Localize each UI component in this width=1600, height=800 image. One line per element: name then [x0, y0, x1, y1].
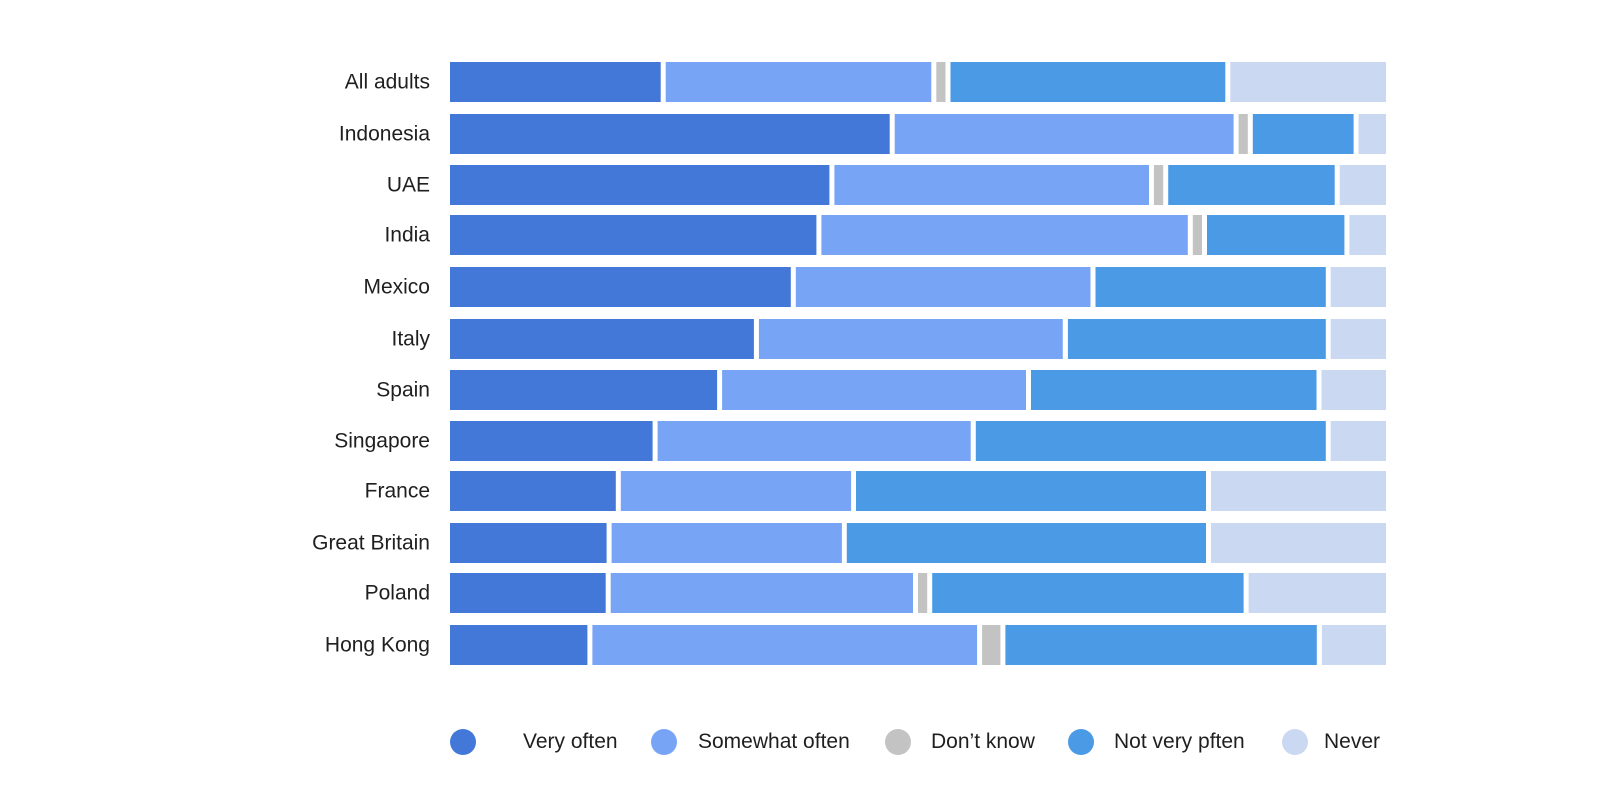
bar-great-britain-somewhat-often — [611, 523, 842, 563]
legend-marker-don-t-know — [885, 718, 911, 766]
bars — [450, 62, 1386, 665]
bar-india-not-very-pften — [1207, 215, 1345, 255]
row-label-india: India — [384, 224, 430, 247]
row-label-all-adults: All adults — [345, 71, 430, 94]
bar-singapore-never — [1330, 421, 1386, 461]
bar-mexico-never — [1330, 267, 1386, 307]
bar-poland-not-very-pften — [932, 573, 1244, 613]
bar-france-never — [1211, 471, 1386, 511]
bar-mexico-somewhat-often — [795, 267, 1091, 307]
bar-great-britain-very-often — [450, 523, 607, 563]
bar-all-adults-somewhat-often — [665, 62, 932, 102]
row-label-poland: Poland — [365, 582, 430, 605]
bar-hong-kong-don-t-know — [982, 625, 1001, 665]
bar-great-britain-never — [1211, 523, 1386, 563]
bar-spain-never — [1321, 370, 1386, 410]
bar-spain-somewhat-often — [722, 370, 1026, 410]
legend-dot-don-t-know — [885, 729, 911, 755]
row-label-singapore: Singapore — [334, 430, 430, 453]
bar-great-britain-not-very-pften — [846, 523, 1206, 563]
legend-item-very-often: Very often — [523, 718, 618, 766]
bar-france-somewhat-often — [620, 471, 852, 511]
legend: Very often Somewhat often Don’t know Not ve… — [0, 718, 1600, 766]
bar-mexico-very-often — [450, 267, 791, 307]
row-label-hong-kong: Hong Kong — [325, 634, 430, 657]
bar-spain-not-very-pften — [1031, 370, 1317, 410]
legend-marker-somewhat-often — [651, 718, 677, 766]
bar-hong-kong-never — [1321, 625, 1386, 665]
legend-label-not-very-pften: Not very pften — [1114, 730, 1245, 753]
bar-indonesia-somewhat-often — [894, 114, 1234, 154]
legend-label-never: Never — [1324, 730, 1381, 753]
bar-all-adults-very-often — [450, 62, 661, 102]
bar-indonesia-very-often — [450, 114, 890, 154]
bar-indonesia-not-very-pften — [1252, 114, 1354, 154]
bar-singapore-not-very-pften — [975, 421, 1326, 461]
bar-poland-somewhat-often — [610, 573, 913, 613]
row-labels: All adults Indonesia UAE India Mexico Italy Sp… — [312, 71, 430, 657]
row-label-mexico: Mexico — [363, 276, 430, 299]
bar-indonesia-never — [1358, 114, 1386, 154]
legend-marker-never — [1282, 718, 1308, 766]
bar-france-very-often — [450, 471, 616, 511]
bar-spain-very-often — [450, 370, 718, 410]
legend-label-don-t-know: Don’t know — [931, 730, 1035, 753]
bar-poland-don-t-know — [918, 573, 928, 613]
bar-all-adults-don-t-know — [936, 62, 946, 102]
bar-uae-not-very-pften — [1168, 165, 1335, 205]
row-label-uae: UAE — [387, 174, 430, 197]
legend-item-not-very-pften: Not very pften — [1114, 718, 1245, 766]
row-label-indonesia: Indonesia — [339, 123, 430, 146]
legend-item-never: Never — [1324, 718, 1380, 766]
bar-uae-don-t-know — [1153, 165, 1164, 205]
row-label-france: France — [365, 480, 430, 503]
legend-label-very-often: Very often — [523, 730, 618, 753]
legend-dot-never — [1282, 729, 1308, 755]
bar-mexico-not-very-pften — [1095, 267, 1326, 307]
row-label-italy: Italy — [391, 328, 430, 351]
legend-label-somewhat-often: Somewhat often — [698, 730, 850, 753]
legend-dot-not-very-pften — [1068, 729, 1094, 755]
bar-italy-not-very-pften — [1067, 319, 1326, 359]
bar-italy-very-often — [450, 319, 754, 359]
bar-italy-somewhat-often — [758, 319, 1063, 359]
bar-all-adults-never — [1230, 62, 1386, 102]
bar-singapore-somewhat-often — [657, 421, 971, 461]
legend-marker-very-often — [450, 718, 476, 766]
legend-item-somewhat-often: Somewhat often — [698, 718, 850, 766]
bar-italy-never — [1330, 319, 1386, 359]
bar-hong-kong-very-often — [450, 625, 588, 665]
bar-hong-kong-somewhat-often — [592, 625, 978, 665]
bar-india-don-t-know — [1192, 215, 1202, 255]
bar-singapore-very-often — [450, 421, 653, 461]
bar-france-not-very-pften — [856, 471, 1206, 511]
bar-india-never — [1349, 215, 1386, 255]
legend-marker-not-very-pften — [1068, 718, 1094, 766]
bar-india-very-often — [450, 215, 817, 255]
bar-all-adults-not-very-pften — [950, 62, 1226, 102]
row-label-great-britain: Great Britain — [312, 532, 430, 555]
bar-indonesia-don-t-know — [1238, 114, 1248, 154]
bar-poland-very-often — [450, 573, 606, 613]
bar-uae-very-often — [450, 165, 830, 205]
legend-item-don-t-know: Don’t know — [931, 718, 1035, 766]
bar-uae-never — [1339, 165, 1386, 205]
row-label-spain: Spain — [376, 379, 430, 402]
bar-india-somewhat-often — [821, 215, 1188, 255]
bar-poland-never — [1248, 573, 1386, 613]
bar-hong-kong-not-very-pften — [1005, 625, 1317, 665]
bar-uae-somewhat-often — [834, 165, 1149, 205]
legend-dot-very-often — [450, 729, 476, 755]
legend-dot-somewhat-often — [651, 729, 677, 755]
